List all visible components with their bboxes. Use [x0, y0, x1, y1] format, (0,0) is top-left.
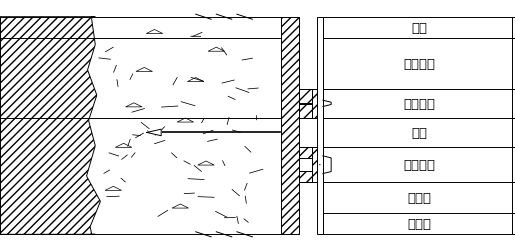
- Text: 围岩: 围岩: [411, 22, 427, 35]
- Polygon shape: [147, 130, 161, 136]
- Bar: [299, 147, 317, 159]
- Text: 金属垫片: 金属垫片: [403, 159, 435, 172]
- Bar: [317, 18, 323, 234]
- Bar: [299, 89, 317, 103]
- Text: 射钉: 射钉: [411, 127, 427, 139]
- Text: 防水板: 防水板: [407, 217, 431, 230]
- Bar: [299, 103, 312, 105]
- Bar: [299, 159, 312, 171]
- Polygon shape: [0, 18, 100, 234]
- Bar: [312, 147, 317, 183]
- Bar: [312, 89, 317, 118]
- Bar: [299, 105, 317, 118]
- Text: 初期支护: 初期支护: [403, 58, 435, 71]
- Text: 无纱布: 无纱布: [407, 191, 431, 204]
- Bar: [281, 18, 299, 234]
- Bar: [299, 171, 317, 183]
- Text: 热熔衬砌: 热熔衬砌: [403, 98, 435, 110]
